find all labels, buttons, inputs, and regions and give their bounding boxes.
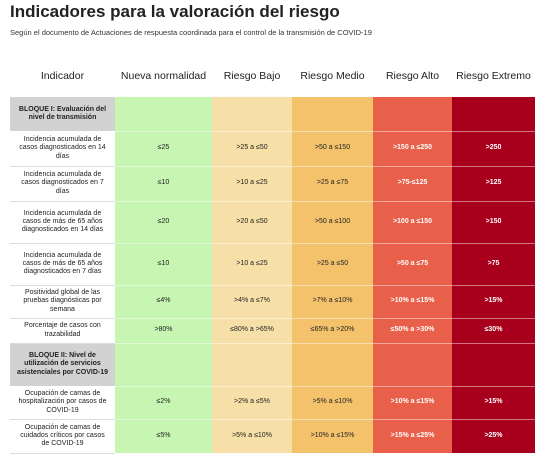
threshold-cell: >4% a ≤7%	[212, 285, 292, 319]
threshold-cell: >250	[452, 131, 535, 167]
threshold-cell: >15%	[452, 285, 535, 319]
empty-cell	[212, 343, 292, 387]
threshold-cell: >50 a ≤100	[292, 201, 373, 244]
table-body: BLOQUE I: Evaluación del nivel de transm…	[10, 97, 535, 454]
threshold-cell: >25 a ≤50	[212, 131, 292, 167]
indicator-row: Incidencia acumulada de casos diagnostic…	[10, 166, 535, 202]
column-header: Riesgo Bajo	[223, 70, 281, 82]
indicator-name: Ocupación de camas de cuidados críticos …	[10, 419, 115, 454]
threshold-cell: >10% a ≤15%	[292, 419, 373, 454]
threshold-cell: >50 a ≤150	[292, 131, 373, 167]
threshold-cell: >75	[452, 243, 535, 286]
title: Indicadores para la valoración del riesg…	[10, 2, 340, 21]
threshold-cell: >10% a ≤15%	[373, 386, 452, 420]
indicator-row: Incidencia acumulada de casos de más de …	[10, 243, 535, 286]
section-row: BLOQUE II: Nivel de utilización de servi…	[10, 343, 535, 387]
indicator-row: Porcentaje de casos con trazabilidad >80%…	[10, 318, 535, 344]
threshold-cell: ≤25	[115, 131, 212, 167]
indicator-name: Incidencia acumulada de casos diagnostic…	[10, 166, 115, 202]
threshold-cell: >5% a ≤10%	[292, 386, 373, 420]
indicator-name: Incidencia acumulada de casos diagnostic…	[10, 131, 115, 167]
threshold-cell: ≤30%	[452, 318, 535, 344]
threshold-cell: >50 a ≤75	[373, 243, 452, 286]
threshold-cell: >10 a ≤25	[212, 243, 292, 286]
threshold-cell: >25 a ≤50	[292, 243, 373, 286]
section-title: BLOQUE I: Evaluación del nivel de transm…	[10, 97, 115, 132]
header-row: Indicador Nueva normalidad Riesgo Bajo Ries…	[10, 55, 535, 97]
threshold-cell: ≤10	[115, 243, 212, 286]
threshold-cell: >7% a ≤10%	[292, 285, 373, 319]
column-header: Riesgo Extremo	[456, 70, 531, 82]
threshold-cell: >25 a ≤75	[292, 166, 373, 202]
column-header: Riesgo Medio	[300, 70, 365, 82]
column-header: Riesgo Alto	[385, 70, 440, 82]
threshold-cell: ≤4%	[115, 285, 212, 319]
threshold-cell: ≤65% a >20%	[292, 318, 373, 344]
threshold-cell: >5% a ≤10%	[212, 419, 292, 454]
empty-cell	[292, 97, 373, 132]
threshold-cell: >100 a ≤150	[373, 201, 452, 244]
threshold-cell: ≤10	[115, 166, 212, 202]
indicator-row: Ocupación de camas de hospitalización po…	[10, 386, 535, 420]
empty-cell	[373, 343, 452, 387]
threshold-cell: >150 a ≤250	[373, 131, 452, 167]
indicator-name: Incidencia acumulada de casos de más de …	[10, 201, 115, 244]
empty-cell	[373, 97, 452, 132]
indicator-name: Incidencia acumulada de casos de más de …	[10, 243, 115, 286]
threshold-cell: >125	[452, 166, 535, 202]
empty-cell	[115, 343, 212, 387]
empty-cell	[292, 343, 373, 387]
threshold-cell: >75-≤125	[373, 166, 452, 202]
empty-cell	[212, 97, 292, 132]
empty-cell	[452, 97, 535, 132]
subtitle: Según el documento de Actuaciones de res…	[10, 28, 372, 37]
section-row: BLOQUE I: Evaluación del nivel de transm…	[10, 97, 535, 132]
indicator-row: Positividad global de las pruebas diagnó…	[10, 285, 535, 319]
indicator-row: Incidencia acumulada de casos diagnostic…	[10, 131, 535, 167]
empty-cell	[115, 97, 212, 132]
threshold-cell: ≤80% a >65%	[212, 318, 292, 344]
section-title: BLOQUE II: Nivel de utilización de servi…	[10, 343, 115, 387]
empty-cell	[452, 343, 535, 387]
threshold-cell: >150	[452, 201, 535, 244]
indicator-name: Ocupación de camas de hospitalización po…	[10, 386, 115, 420]
indicator-row: Incidencia acumulada de casos de más de …	[10, 201, 535, 244]
threshold-cell: >10 a ≤25	[212, 166, 292, 202]
threshold-cell: >15% a ≤25%	[373, 419, 452, 454]
threshold-cell: ≤5%	[115, 419, 212, 454]
indicator-name: Positividad global de las pruebas diagnó…	[10, 285, 115, 319]
threshold-cell: >10% a ≤15%	[373, 285, 452, 319]
threshold-cell: ≤20	[115, 201, 212, 244]
indicator-name: Porcentaje de casos con trazabilidad	[10, 318, 115, 344]
threshold-cell: >15%	[452, 386, 535, 420]
threshold-cell: >25%	[452, 419, 535, 454]
threshold-cell: >20 a ≤50	[212, 201, 292, 244]
threshold-cell: >2% a ≤5%	[212, 386, 292, 420]
risk-table: Indicador Nueva normalidad Riesgo Bajo Ries…	[10, 55, 535, 454]
column-header: Nueva normalidad	[120, 70, 207, 82]
threshold-cell: >80%	[115, 318, 212, 344]
indicator-row: Ocupación de camas de cuidados críticos …	[10, 419, 535, 454]
threshold-cell: ≤50% a >30%	[373, 318, 452, 344]
threshold-cell: ≤2%	[115, 386, 212, 420]
column-header: Indicador	[40, 70, 85, 82]
